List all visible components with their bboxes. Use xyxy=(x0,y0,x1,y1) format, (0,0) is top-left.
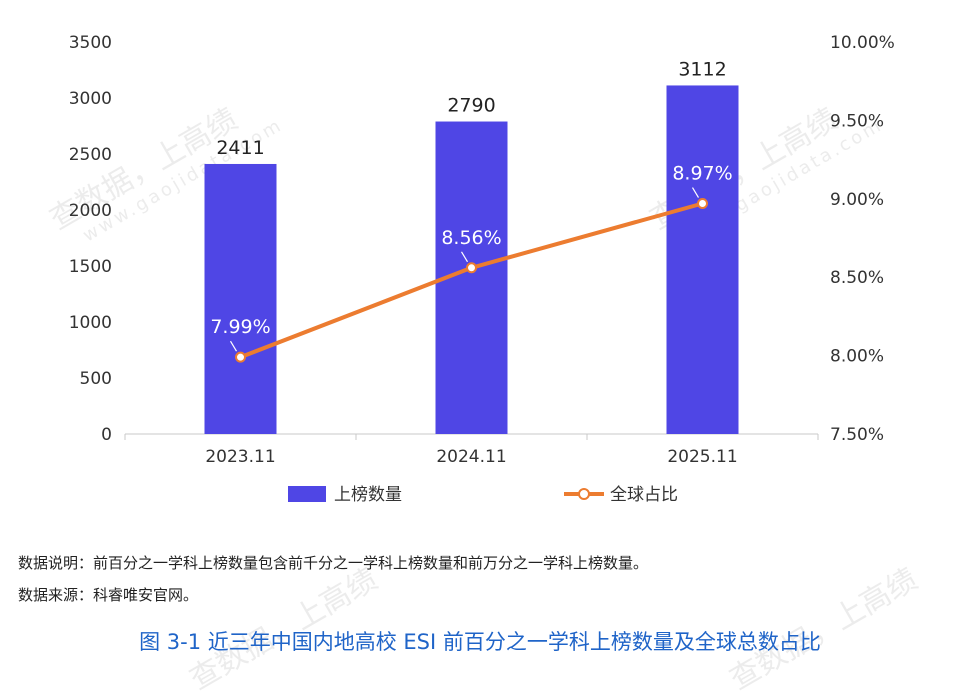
y-right-tick-label: 7.50% xyxy=(830,425,884,445)
y-left-tick-label: 0 xyxy=(101,425,112,445)
legend-label-line: 全球占比 xyxy=(610,485,678,505)
data-source: 数据来源：科睿唯安官网。 xyxy=(18,586,199,604)
line-label-leader xyxy=(691,187,700,198)
y-left-tick-label: 1000 xyxy=(69,313,112,333)
line-point xyxy=(235,351,246,363)
legend-swatch-marker xyxy=(578,488,590,500)
y-left-tick-label: 3000 xyxy=(69,89,112,109)
line-point xyxy=(466,262,477,274)
x-tick-label: 2025.11 xyxy=(667,447,737,467)
x-tick-label: 2024.11 xyxy=(436,447,506,467)
y-right-tick-label: 9.00% xyxy=(830,190,884,210)
x-tick-label: 2023.11 xyxy=(205,447,275,467)
bar xyxy=(204,163,277,434)
line-data-label: 8.56% xyxy=(441,227,501,249)
y-right-tick-label: 8.50% xyxy=(830,268,884,288)
bar-data-label: 3112 xyxy=(678,58,726,80)
y-left-tick-label: 1500 xyxy=(69,257,112,277)
line-data-label: 8.97% xyxy=(672,163,732,185)
legend-label-bars: 上榜数量 xyxy=(334,485,402,505)
y-left-tick-label: 2500 xyxy=(69,145,112,165)
y-right-tick-label: 10.00% xyxy=(830,33,895,53)
y-left-tick-label: 2000 xyxy=(69,201,112,221)
figure-title: 图 3-1 近三年中国内地高校 ESI 前百分之一学科上榜数量及全球总数占比 xyxy=(139,630,821,654)
bar-data-label: 2790 xyxy=(447,95,495,117)
data-description: 数据说明：前百分之一学科上榜数量包含前千分之一学科上榜数量和前万分之一学科上榜数… xyxy=(18,554,649,572)
line-data-label: 7.99% xyxy=(210,316,270,338)
combo-chart: 0 500 1000 1500 2000 2500 3000 3500 7.50% 8.00% 8.… xyxy=(69,33,895,505)
bar xyxy=(666,85,739,435)
line-label-leader xyxy=(229,340,238,352)
legend-swatch-bars xyxy=(288,486,326,502)
y-left-tick-label: 500 xyxy=(80,369,112,389)
line-point xyxy=(697,198,708,210)
bar-data-label: 2411 xyxy=(216,137,264,159)
y-left-tick-label: 3500 xyxy=(69,33,112,53)
y-right-tick-label: 9.50% xyxy=(830,111,884,131)
line-label-leader xyxy=(460,251,469,263)
y-right-tick-label: 8.00% xyxy=(830,347,884,367)
